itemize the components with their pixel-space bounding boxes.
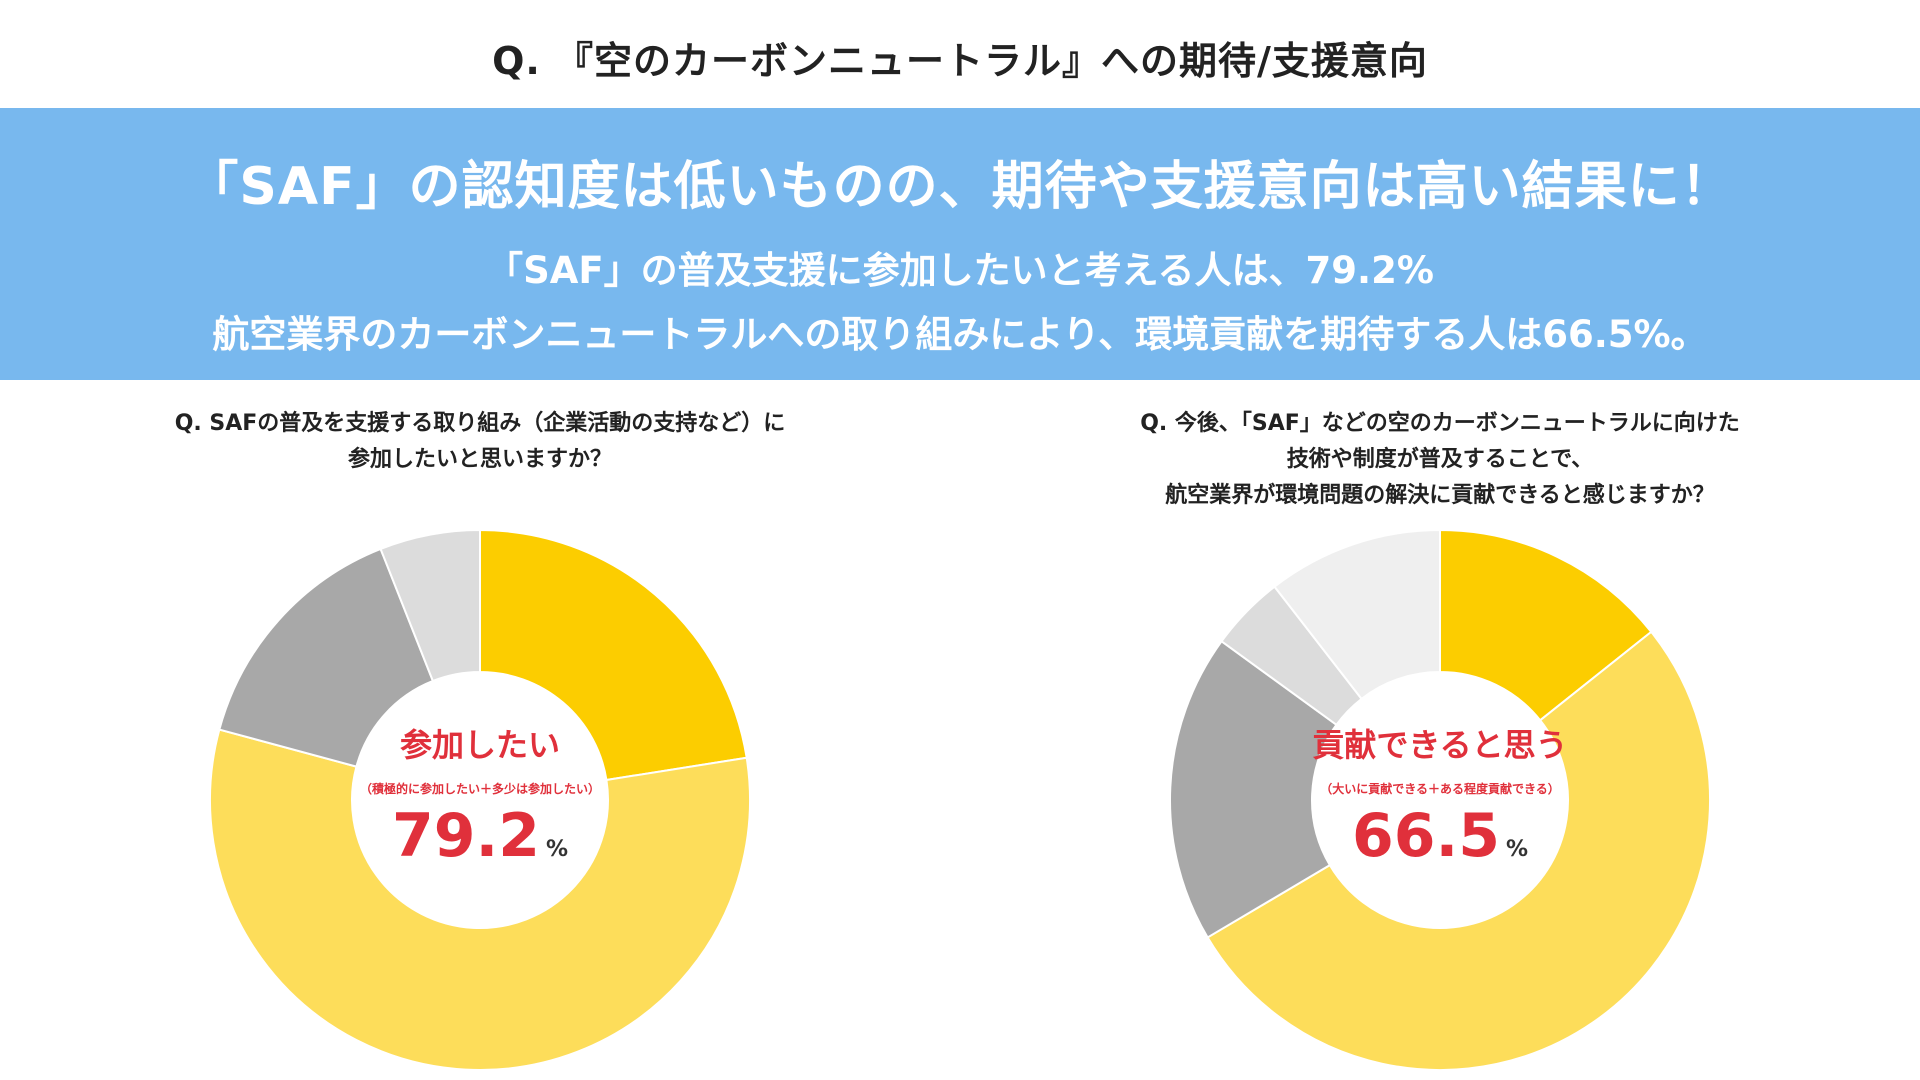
donut-slice-4 xyxy=(1273,528,1441,701)
banner-subtext-participation: 「SAF」の普及支援に参加したいと考える人は、79.2% xyxy=(486,249,1434,292)
page-title: Q. 『空のカーボンニュートラル』への期待/支援意向 xyxy=(492,39,1428,83)
chart-right-question-line: Q. 今後、「SAF」などの空のカーボンニュートラルに向けた xyxy=(1140,411,1740,436)
center-label-value: 66.5% xyxy=(1290,801,1590,885)
banner-headline: 「SAF」の認知度は低いものの、期待や支援意向は高い結果に！ xyxy=(186,157,1734,217)
donut-chart-contribution xyxy=(1169,528,1711,1071)
donut-chart-participation xyxy=(209,528,751,1071)
chart-left-question: Q. SAFの普及を支援する取り組み（企業活動の支持など）に 参加したいと思いま… xyxy=(80,406,880,478)
center-value-number: 66.5 xyxy=(1351,801,1500,871)
banner-subtext-contribution: 航空業界のカーボンニュートラルへの取り組みにより、環境貢献を期待する人は66.5… xyxy=(212,313,1708,356)
center-label-note: （大いに貢献できる＋ある程度貢献できる） xyxy=(1320,782,1560,796)
donut-slice-2 xyxy=(1169,639,1338,939)
chart-left-question-line: Q. SAFの普及を支援する取り組み（企業活動の支持など）に xyxy=(174,411,786,436)
center-value-unit: % xyxy=(546,837,569,862)
center-label-note: （積極的に参加したい＋多少は参加したい） xyxy=(359,782,600,796)
donut-slice-1 xyxy=(209,728,751,1071)
chart-left-center-label: 参加したい （積極的に参加したい＋多少は参加したい） 79.2% xyxy=(330,720,630,885)
chart-right-question-line: 航空業界が環境問題の解決に貢献できると感じますか？ xyxy=(1165,483,1715,508)
center-value-number: 79.2 xyxy=(391,801,540,871)
center-value-unit: % xyxy=(1506,837,1529,862)
donut-slice-1 xyxy=(1206,630,1711,1071)
donut-slice-3 xyxy=(379,528,481,683)
chart-left-question-line: 参加したいと思いますか？ xyxy=(347,447,612,472)
chart-right-question-line: 技術や制度が普及することで、 xyxy=(1286,447,1594,472)
center-label-title: 参加したい xyxy=(399,726,560,764)
chart-right-center-label: 貢献できると思う （大いに貢献できる＋ある程度貢献できる） 66.5% xyxy=(1290,720,1590,885)
headline-banner: 「SAF」の認知度は低いものの、期待や支援意向は高い結果に！ 「SAF」の普及支… xyxy=(0,108,1920,380)
center-label-value: 79.2% xyxy=(330,801,630,885)
center-label-title: 貢献できると思う xyxy=(1312,726,1568,764)
chart-right-question: Q. 今後、「SAF」などの空のカーボンニュートラルに向けた 技術や制度が普及す… xyxy=(1040,406,1840,514)
donut-slice-2 xyxy=(218,547,435,768)
donut-slice-0 xyxy=(479,528,748,782)
